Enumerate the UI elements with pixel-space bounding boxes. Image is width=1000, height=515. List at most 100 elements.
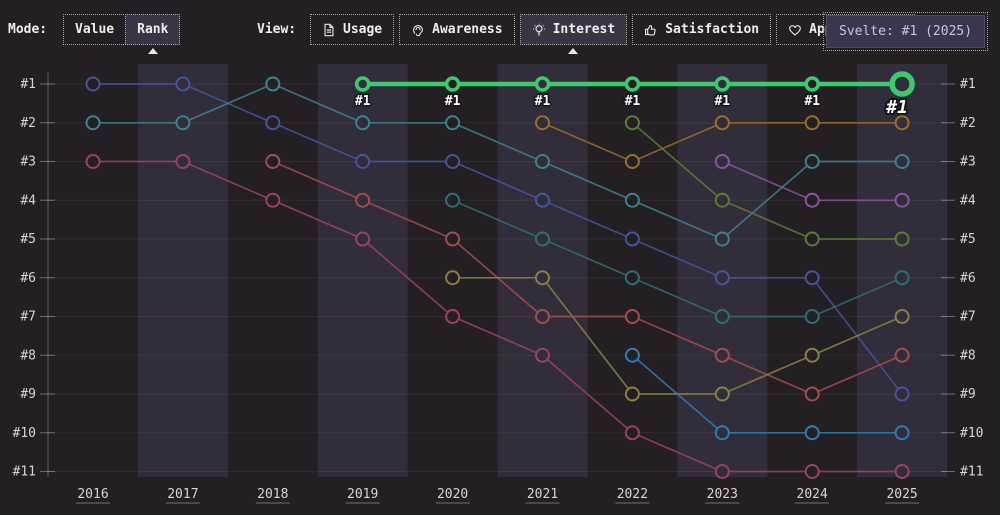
data-point[interactable] [175, 115, 191, 131]
data-point[interactable] [445, 309, 461, 324]
year-axis-link[interactable]: 2025 [886, 487, 917, 502]
year-axis-link[interactable]: 2019 [347, 487, 378, 502]
rank-axis-label-left: #5 [20, 232, 36, 247]
data-point[interactable] [624, 192, 640, 208]
data-point[interactable] [894, 192, 910, 208]
rank-axis-label-left: #2 [20, 116, 36, 131]
data-point[interactable] [894, 347, 910, 363]
year-axis-link[interactable]: 2018 [257, 487, 288, 502]
data-point[interactable] [535, 270, 550, 286]
data-point[interactable] [804, 115, 820, 131]
data-point[interactable] [624, 425, 640, 441]
data-point[interactable] [624, 386, 640, 402]
data-point[interactable] [265, 192, 281, 208]
data-point[interactable] [85, 76, 101, 92]
view-tab-satisfaction[interactable]: Satisfaction [632, 14, 772, 45]
data-point[interactable] [804, 270, 820, 286]
data-point[interactable] [894, 425, 910, 441]
mode-option-rank[interactable]: Rank [125, 14, 181, 54]
data-point[interactable] [265, 154, 281, 169]
rank-axis-label-right: #5 [960, 232, 976, 247]
data-point[interactable] [804, 76, 820, 92]
data-point[interactable] [624, 76, 641, 92]
data-point[interactable] [714, 425, 730, 441]
data-point[interactable] [714, 270, 730, 286]
data-point[interactable] [804, 425, 820, 441]
data-point[interactable] [894, 154, 910, 169]
data-point[interactable] [714, 309, 730, 324]
data-point[interactable] [265, 115, 281, 131]
data-point[interactable] [804, 309, 820, 324]
data-point[interactable] [804, 231, 820, 247]
data-point[interactable] [445, 115, 461, 131]
year-axis-link[interactable]: 2024 [797, 487, 828, 502]
view-tab-label: Interest [552, 22, 616, 37]
data-point[interactable] [804, 386, 820, 402]
data-point[interactable] [534, 76, 551, 92]
data-point[interactable] [175, 154, 191, 169]
data-point[interactable] [445, 231, 461, 247]
view-tab-awareness[interactable]: Awareness [399, 14, 515, 45]
data-point[interactable] [535, 115, 550, 131]
year-axis-link[interactable]: 2020 [437, 487, 468, 502]
data-point[interactable] [535, 309, 550, 324]
data-point[interactable] [894, 309, 910, 324]
year-axis-link[interactable]: 2017 [167, 487, 198, 502]
data-point[interactable] [624, 347, 640, 363]
year-axis-link[interactable]: 2022 [617, 487, 648, 502]
data-point[interactable] [624, 231, 640, 247]
view-tab-label: Usage [343, 22, 383, 37]
data-point[interactable] [804, 154, 820, 169]
data-point[interactable] [714, 231, 730, 247]
data-point[interactable] [624, 115, 640, 131]
data-point[interactable] [804, 192, 820, 208]
data-point[interactable] [535, 231, 550, 247]
data-point[interactable] [894, 270, 910, 286]
rank-axis-label-left: #3 [20, 155, 36, 170]
data-point[interactable] [85, 154, 101, 169]
data-point[interactable] [804, 347, 820, 363]
data-point[interactable] [445, 154, 461, 169]
data-point[interactable] [804, 464, 820, 479]
data-point[interactable] [535, 192, 550, 208]
data-point[interactable] [175, 76, 191, 92]
data-point[interactable] [894, 115, 910, 131]
data-point[interactable] [445, 270, 461, 286]
view-tab-interest[interactable]: Interest [519, 14, 628, 54]
point-rank-label: #1 [535, 94, 551, 109]
data-point[interactable] [714, 76, 731, 92]
rank-axis-label-right: #4 [960, 193, 976, 208]
data-point[interactable] [714, 154, 730, 169]
data-point[interactable] [535, 347, 550, 363]
data-point[interactable] [714, 386, 730, 402]
mode-option-value[interactable]: Value [63, 14, 127, 45]
data-point[interactable] [894, 386, 910, 402]
data-point[interactable] [624, 309, 640, 324]
data-point[interactable] [714, 464, 730, 479]
year-axis-link[interactable]: 2023 [707, 487, 738, 502]
view-tab-usage[interactable]: Usage [310, 14, 395, 45]
data-point[interactable] [355, 231, 371, 247]
data-point[interactable] [445, 192, 461, 208]
rank-axis-label-right: #2 [960, 116, 976, 131]
data-point[interactable] [85, 115, 101, 131]
data-point[interactable] [714, 115, 730, 131]
point-rank-label: #1 [714, 94, 730, 109]
data-point[interactable] [355, 192, 371, 208]
data-point[interactable] [894, 464, 910, 479]
data-point[interactable] [535, 154, 550, 169]
data-point[interactable] [355, 115, 371, 131]
year-axis-link[interactable]: 2021 [527, 487, 558, 502]
data-point[interactable] [714, 347, 730, 363]
data-point[interactable] [355, 154, 371, 169]
data-point[interactable] [714, 192, 730, 208]
year-axis-link[interactable]: 2016 [77, 487, 108, 502]
point-rank-label: #1 [355, 94, 371, 109]
data-point[interactable] [444, 76, 461, 92]
data-point[interactable] [354, 76, 371, 92]
data-point[interactable] [889, 71, 915, 97]
data-point[interactable] [894, 231, 910, 247]
data-point[interactable] [624, 270, 640, 286]
data-point[interactable] [624, 154, 640, 169]
data-point[interactable] [265, 76, 281, 92]
